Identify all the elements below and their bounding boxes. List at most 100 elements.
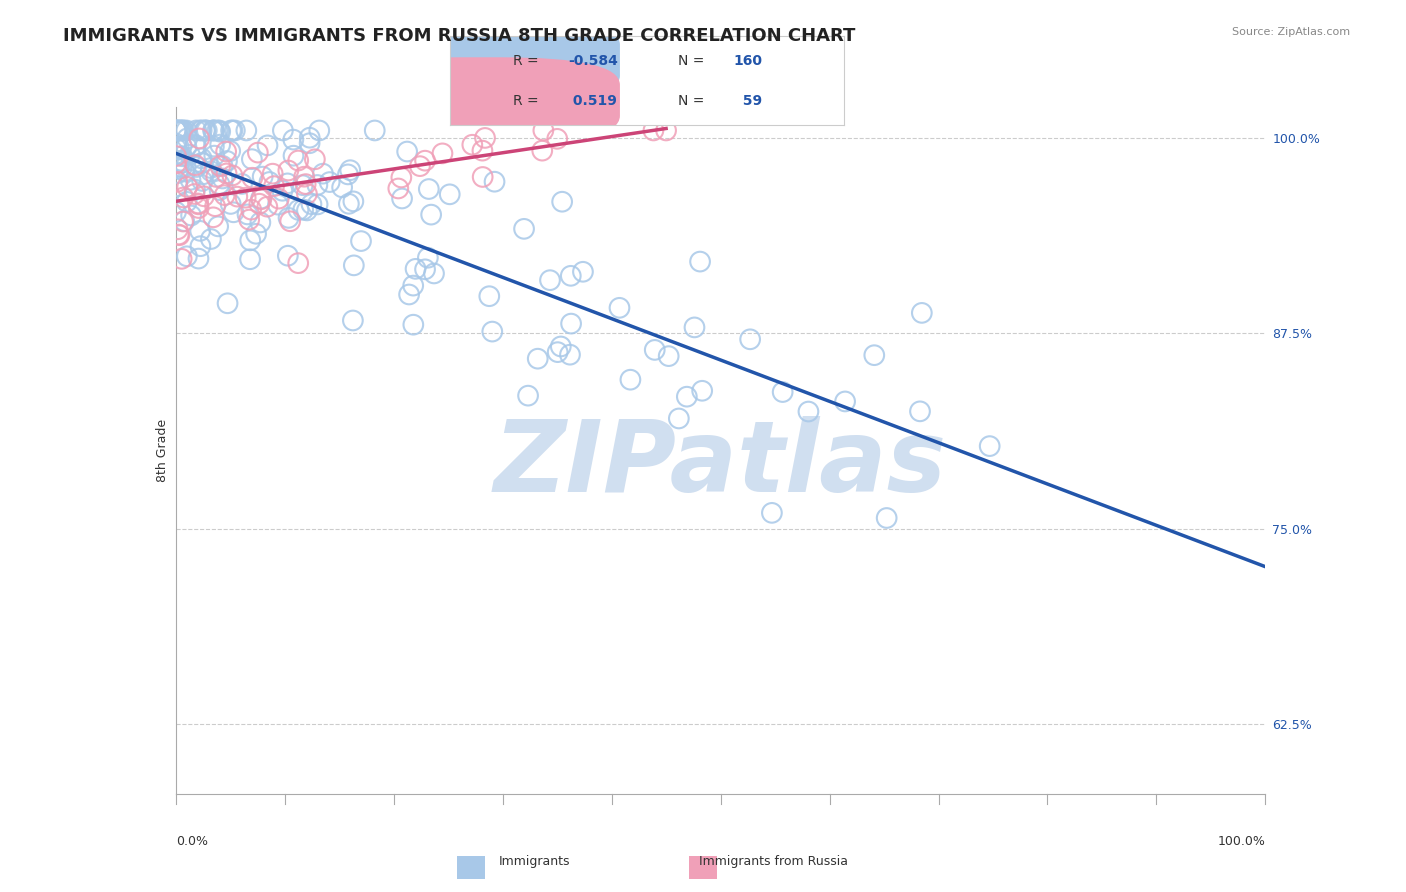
Point bbox=[207, 219, 229, 234]
Point bbox=[668, 411, 690, 425]
Point bbox=[250, 192, 273, 206]
Point bbox=[202, 123, 225, 137]
Point bbox=[240, 152, 263, 166]
FancyBboxPatch shape bbox=[343, 58, 619, 143]
Point bbox=[526, 351, 548, 366]
Point bbox=[478, 289, 501, 303]
Point bbox=[170, 252, 193, 266]
Point bbox=[174, 123, 197, 137]
Point bbox=[215, 145, 238, 159]
Point bbox=[387, 181, 409, 195]
Point bbox=[165, 149, 187, 163]
Point bbox=[172, 214, 194, 228]
Point bbox=[170, 160, 193, 174]
Point bbox=[416, 251, 439, 265]
Point bbox=[240, 202, 263, 217]
Point bbox=[263, 179, 285, 194]
Point bbox=[209, 159, 232, 173]
Point bbox=[277, 163, 299, 178]
Point bbox=[165, 205, 187, 219]
Point bbox=[208, 123, 231, 137]
Text: -0.584: -0.584 bbox=[568, 54, 617, 68]
Point bbox=[572, 265, 595, 279]
Point bbox=[167, 227, 190, 242]
Point bbox=[389, 170, 412, 185]
Point bbox=[531, 144, 554, 158]
Point bbox=[186, 123, 208, 137]
Point bbox=[200, 232, 222, 246]
Point bbox=[188, 131, 211, 145]
Point bbox=[908, 404, 931, 418]
Point bbox=[863, 348, 886, 362]
Point bbox=[538, 273, 561, 287]
Point bbox=[481, 325, 503, 339]
Point bbox=[208, 177, 231, 191]
Point bbox=[184, 138, 207, 153]
Point bbox=[267, 197, 290, 211]
Point bbox=[238, 212, 260, 227]
Point bbox=[187, 197, 209, 211]
Point bbox=[170, 123, 193, 137]
Point bbox=[689, 254, 711, 268]
Point bbox=[219, 144, 242, 158]
Point bbox=[211, 159, 233, 173]
Point bbox=[876, 511, 898, 525]
Point bbox=[259, 175, 281, 189]
FancyBboxPatch shape bbox=[343, 18, 619, 103]
Point bbox=[187, 201, 209, 215]
Point bbox=[690, 384, 713, 398]
Point bbox=[190, 152, 212, 166]
Point bbox=[176, 194, 198, 209]
Point bbox=[402, 278, 425, 293]
Text: 0.519: 0.519 bbox=[568, 94, 617, 108]
Point bbox=[413, 153, 436, 168]
Point bbox=[474, 131, 496, 145]
Point bbox=[295, 186, 318, 201]
Text: R =: R = bbox=[513, 94, 543, 108]
Point bbox=[308, 123, 330, 137]
Point bbox=[172, 123, 194, 137]
Point bbox=[200, 164, 222, 178]
Point bbox=[911, 306, 934, 320]
Point bbox=[560, 268, 582, 283]
Point bbox=[342, 313, 364, 327]
Point bbox=[166, 179, 188, 194]
Point bbox=[188, 224, 211, 238]
Point bbox=[461, 137, 484, 152]
Point bbox=[180, 209, 202, 223]
Point bbox=[194, 123, 217, 137]
Point bbox=[247, 196, 270, 211]
Point bbox=[276, 177, 298, 191]
Point bbox=[214, 188, 236, 202]
Point bbox=[211, 171, 233, 186]
Point bbox=[418, 182, 440, 196]
Point bbox=[183, 186, 205, 201]
Point bbox=[391, 192, 413, 206]
Point bbox=[287, 256, 309, 270]
Point bbox=[166, 166, 188, 180]
Point bbox=[298, 130, 321, 145]
Text: R =: R = bbox=[513, 54, 543, 68]
Point bbox=[676, 390, 699, 404]
Point bbox=[283, 133, 305, 147]
Text: Immigrants: Immigrants bbox=[499, 855, 569, 868]
Point bbox=[221, 169, 243, 183]
Point bbox=[179, 173, 201, 187]
Point bbox=[202, 148, 225, 162]
Point bbox=[200, 161, 222, 175]
Y-axis label: 8th Grade: 8th Grade bbox=[156, 419, 169, 482]
Point bbox=[643, 123, 665, 137]
Point bbox=[471, 144, 494, 158]
Point bbox=[179, 148, 201, 162]
Point bbox=[169, 123, 191, 137]
Point bbox=[423, 267, 446, 281]
Text: 0.0%: 0.0% bbox=[176, 835, 208, 848]
Point bbox=[165, 123, 187, 137]
Point bbox=[644, 343, 666, 357]
Point bbox=[439, 187, 461, 202]
Point bbox=[343, 258, 366, 272]
Point bbox=[236, 207, 259, 221]
Point bbox=[304, 153, 326, 167]
Point bbox=[298, 136, 321, 151]
Point bbox=[235, 191, 257, 205]
